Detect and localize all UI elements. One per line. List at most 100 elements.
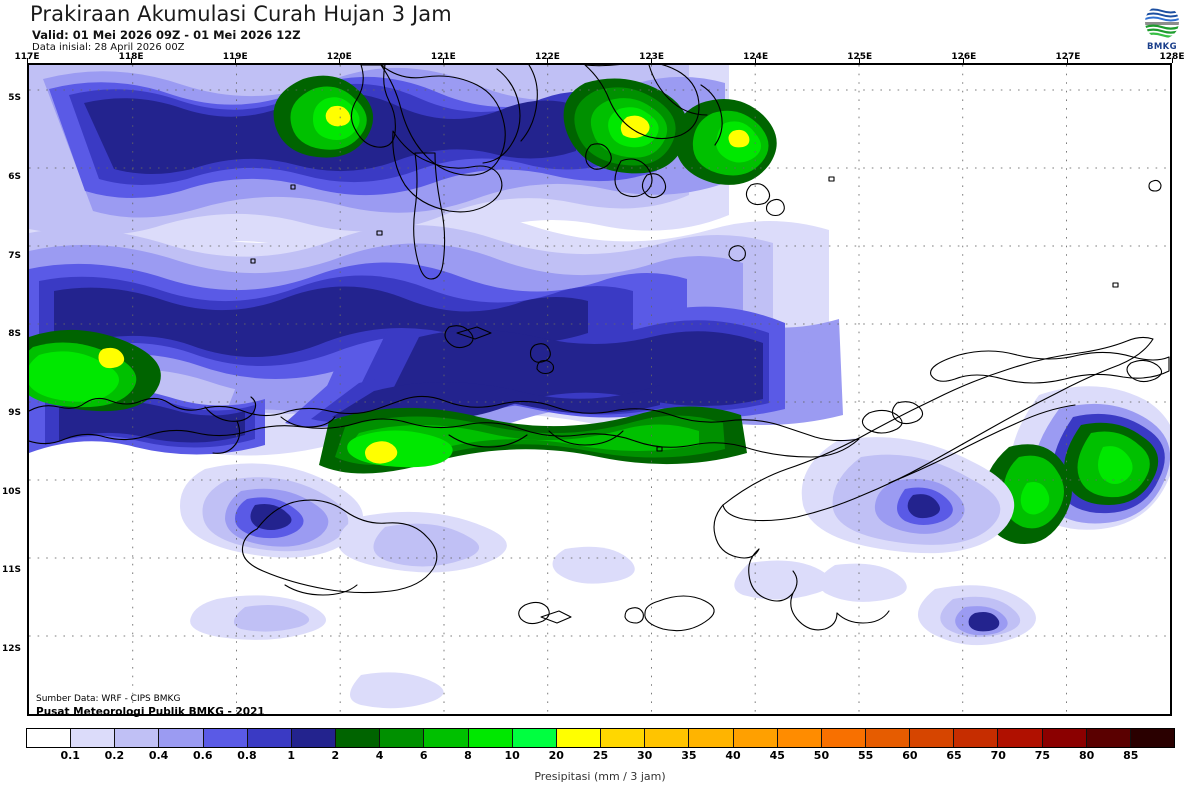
colorbar-swatch[interactable] (821, 729, 866, 747)
x-axis-tick-label: 121E (430, 52, 456, 62)
colorbar-tick-label: 80 (1078, 749, 1095, 762)
colorbar-swatch[interactable] (733, 729, 778, 747)
colorbar-tick-label: 0.1 (60, 749, 80, 762)
x-axis-tick (546, 58, 548, 63)
x-axis-tick-label: 122E (534, 52, 560, 62)
colorbar-tick-label: 0.2 (104, 749, 125, 762)
colorbar-tick-label: 30 (637, 749, 653, 762)
header: Prakiraan Akumulasi Curah Hujan 3 Jam Va… (0, 0, 1200, 62)
colorbar-tick-label: 20 (548, 749, 564, 762)
x-axis-tick (130, 58, 132, 63)
bmkg-logo: BMKG (1132, 2, 1192, 54)
colorbar-swatch[interactable] (380, 729, 425, 747)
colorbar-swatch[interactable] (910, 729, 955, 747)
colorbar-swatch[interactable] (1086, 729, 1131, 747)
colorbar-tick-label: 0.6 (193, 749, 213, 762)
y-axis-tick-label: 5S (8, 93, 21, 104)
page-title: Prakiraan Akumulasi Curah Hujan 3 Jam (30, 2, 452, 26)
colorbar-swatch[interactable] (203, 729, 248, 747)
colorbar-tick-label: 8 (464, 749, 472, 762)
colorbar-swatch[interactable] (954, 729, 999, 747)
precipitation-map[interactable] (27, 63, 1172, 716)
colorbar-tick-label: 75 (1034, 749, 1051, 762)
x-axis-tick (442, 58, 444, 63)
x-axis-tick-label: 120E (326, 52, 352, 62)
x-axis-tick-label: 124E (743, 52, 769, 62)
x-axis-tick-label: 123E (639, 52, 664, 62)
x-axis-tick-label: 126E (951, 52, 977, 62)
colorbar-swatch[interactable] (865, 729, 911, 747)
y-axis-tick-label: 10S (1, 486, 21, 497)
colorbar-tick-label: 35 (681, 749, 697, 762)
colorbar-tick-label: 0.8 (237, 749, 257, 762)
colorbar-swatch[interactable] (512, 729, 557, 747)
x-axis-tick-label: 127E (1055, 52, 1081, 62)
x-axis-tick (859, 58, 861, 63)
bmkg-logo-label: BMKG (1146, 42, 1178, 52)
colorbar-swatch[interactable] (1130, 729, 1175, 747)
colorbar-tick-label: 25 (592, 749, 609, 762)
colorbar-tick-label: 60 (902, 749, 918, 762)
x-axis-tick-label: 119E (222, 52, 248, 62)
colorbar-ticks: 0.1 0.2 0.4 0.6 0.8 1 2 4 6 8 10 20 25 30 35 40 45 50 55 60… (26, 749, 1175, 765)
x-axis-tick (26, 58, 28, 63)
x-axis-tick (1067, 58, 1069, 63)
lonlat-grid (29, 65, 1170, 714)
colorbar-swatch[interactable] (468, 729, 513, 747)
y-axis-tick-label: 8S (8, 329, 21, 340)
colorbar-tick-label: 55 (857, 749, 874, 762)
precipitation-field (29, 65, 1170, 714)
colorbar-swatch[interactable] (424, 729, 469, 747)
colorbar-swatch[interactable] (645, 729, 690, 747)
colorbar-tick-label: 2 (331, 749, 340, 762)
colorbar-swatch[interactable] (1042, 729, 1087, 747)
colorbar-swatch[interactable] (291, 729, 337, 747)
colorbar[interactable] (26, 728, 1175, 748)
colorbar-swatch[interactable] (998, 729, 1043, 747)
x-axis-tick (1171, 58, 1173, 63)
precip-shading (29, 65, 1170, 709)
colorbar-tick-label: 85 (1123, 749, 1139, 762)
colorbar-tick-label: 50 (813, 749, 830, 762)
colorbar-tick-label: 6 (419, 749, 428, 762)
colorbar-swatch[interactable] (27, 729, 72, 747)
y-axis-tick-label: 7S (8, 250, 21, 261)
x-axis-tick-label: 125E (847, 52, 873, 62)
publisher-credit: Pusat Meteorologi Publik BMKG - 2021 (36, 706, 265, 718)
x-axis-tick (234, 58, 236, 63)
colorbar-tick-label: 65 (946, 749, 962, 762)
colorbar-tick-label: 0.4 (148, 749, 169, 762)
colorbar-swatch[interactable] (336, 729, 381, 747)
colorbar-swatch[interactable] (601, 729, 646, 747)
initial-data-label: Data inisial: 28 April 2026 00Z (32, 42, 185, 53)
x-axis-tick-label: 128E (1159, 52, 1185, 62)
y-axis-tick-label: 6S (8, 172, 21, 183)
colorbar-swatch[interactable] (115, 729, 160, 747)
colorbar-swatch[interactable] (556, 729, 602, 747)
colorbar-swatch[interactable] (71, 729, 116, 747)
coastline-overlay (29, 65, 1170, 632)
x-axis-tick (755, 58, 757, 63)
y-axis-tick-label: 9S (8, 408, 21, 419)
colorbar-tick-label: 1 (287, 749, 295, 762)
colorbar-tick-label: 45 (769, 749, 785, 762)
x-axis-tick (963, 58, 965, 63)
colorbar-swatch[interactable] (689, 729, 734, 747)
colorbar-swatch[interactable] (777, 729, 822, 747)
colorbar-caption: Presipitasi (mm / 3 jam) (534, 770, 666, 783)
valid-time-label: Valid: 01 Mei 2026 09Z - 01 Mei 2026 12Z (32, 28, 301, 42)
colorbar-tick-label: 10 (504, 749, 520, 762)
x-axis-tick-label: 118E (118, 52, 144, 62)
colorbar-tick-label: 40 (725, 749, 741, 762)
colorbar-swatch[interactable] (247, 729, 292, 747)
y-axis-tick-label: 11S (1, 565, 21, 576)
bmkg-logo-icon (1145, 5, 1179, 39)
colorbar-swatch[interactable] (159, 729, 204, 747)
colorbar-tick-label: 70 (990, 749, 1006, 762)
x-axis-tick-label: 117E (14, 52, 40, 62)
source-credit: Sumber Data: WRF - CIPS BMKG (36, 694, 181, 704)
x-axis-tick (338, 58, 340, 63)
colorbar-tick-label: 4 (375, 749, 384, 762)
x-axis-tick (651, 58, 653, 63)
